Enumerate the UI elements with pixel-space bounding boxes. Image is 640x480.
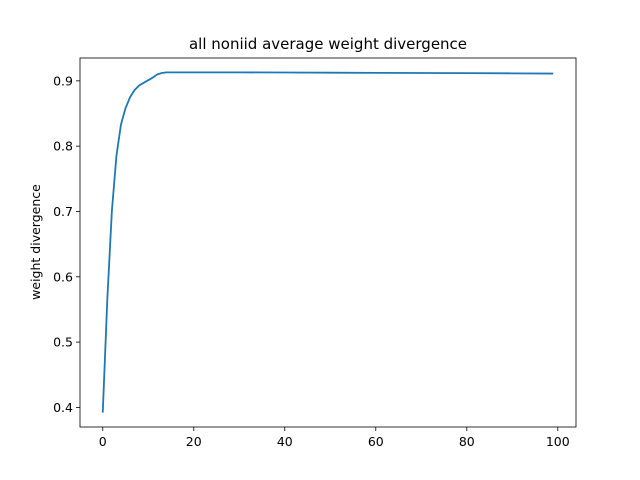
y-tick-label-0.8: 0.8 [53,139,73,154]
series-line-0 [101,71,554,413]
y-tick-label-0.7: 0.7 [53,204,73,219]
y-tick-label-0.6: 0.6 [53,269,73,284]
chart-title: all noniid average weight divergence [189,35,467,53]
y-axis-label: weight divergence [28,184,43,300]
x-tick-label-40: 40 [277,434,293,449]
plot-area: 0 20 40 60 80 100 0.4 0.5 0.6 0.7 0.8 0.9 [53,57,577,449]
x-tick-label-0: 0 [99,434,107,449]
axes-frame [79,57,577,428]
y-tick-label-0.9: 0.9 [53,73,73,88]
x-tick-label-80: 80 [459,434,475,449]
y-tick-label-0.4: 0.4 [53,400,73,415]
x-tick-label-100: 100 [546,434,570,449]
x-tick-label-60: 60 [368,434,384,449]
x-tick-label-20: 20 [186,434,202,449]
y-tick-label-0.5: 0.5 [53,335,73,350]
